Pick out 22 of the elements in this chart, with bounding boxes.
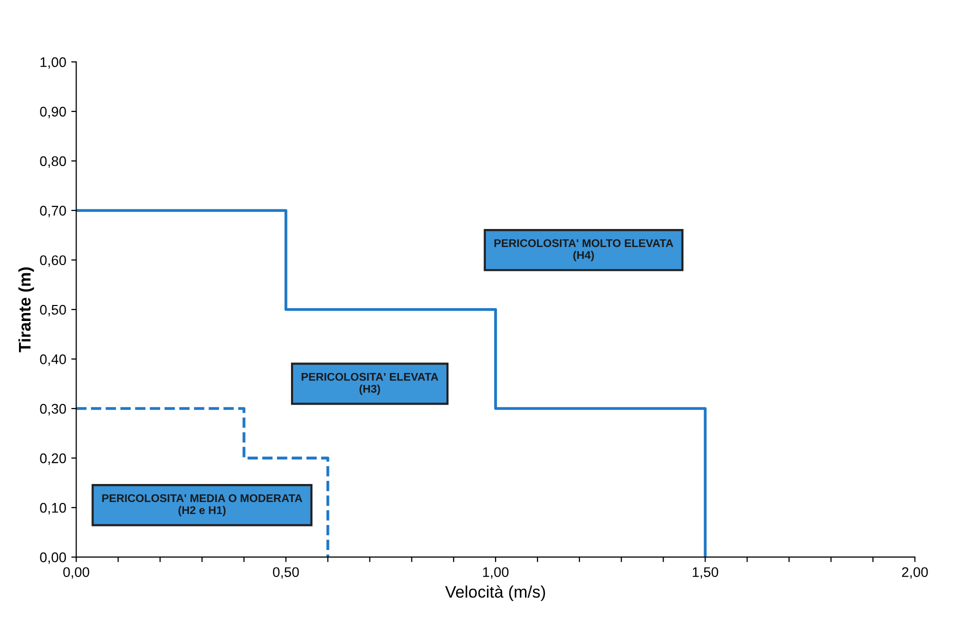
x-axis-title: Velocità (m/s) bbox=[445, 585, 546, 602]
y-tick-label: 0,50 bbox=[40, 304, 66, 316]
y-tick-label: 1,00 bbox=[40, 57, 66, 69]
y-tick-label: 0,30 bbox=[40, 404, 66, 416]
y-axis-title: Tirante (m) bbox=[18, 267, 34, 352]
x-tick-label: 2,00 bbox=[902, 567, 928, 579]
y-tick-label: 0,10 bbox=[40, 502, 66, 514]
x-tick-label: 1,50 bbox=[692, 567, 718, 579]
y-tick-label: 0,20 bbox=[40, 453, 66, 465]
line-series bbox=[76, 209, 707, 558]
y-tick-label: 0,00 bbox=[40, 552, 66, 564]
x-tick-label: 0,50 bbox=[272, 567, 299, 579]
y-tick-label: 0,40 bbox=[40, 354, 66, 366]
y-tick-label: 0,80 bbox=[40, 156, 66, 168]
y-tick-label: 0,60 bbox=[40, 255, 66, 267]
y-tick-label: 0,90 bbox=[40, 106, 66, 118]
annotation: PERICOLOSITA' MEDIA O MODERATA (H2 e H1) bbox=[102, 494, 302, 516]
annotation: PERICOLOSITA' ELEVATA (H3) bbox=[302, 372, 438, 395]
y-tick-label: 0,70 bbox=[40, 206, 66, 218]
x-tick-label: 1,00 bbox=[483, 567, 509, 579]
annotation: PERICOLOSITA' MOLTO ELEVATA (H4) bbox=[494, 239, 674, 262]
x-tick-label: 0,00 bbox=[63, 567, 90, 579]
